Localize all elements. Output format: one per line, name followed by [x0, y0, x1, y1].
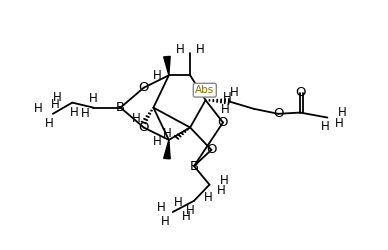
- Polygon shape: [164, 140, 170, 159]
- Text: H: H: [186, 204, 194, 217]
- Text: H: H: [81, 107, 90, 120]
- Text: H: H: [182, 210, 191, 224]
- Text: H: H: [204, 190, 213, 203]
- Text: H: H: [220, 103, 229, 116]
- Text: H: H: [338, 106, 346, 119]
- Text: H: H: [50, 98, 59, 111]
- Text: H: H: [217, 184, 225, 198]
- Text: H: H: [34, 102, 43, 115]
- Text: H: H: [321, 120, 330, 134]
- Text: H: H: [161, 215, 170, 228]
- Text: H: H: [335, 117, 343, 130]
- Text: O: O: [206, 143, 217, 156]
- Text: H: H: [163, 127, 171, 140]
- Text: O: O: [273, 107, 284, 120]
- Text: H: H: [157, 200, 165, 213]
- Text: H: H: [176, 43, 185, 56]
- Text: H: H: [230, 86, 239, 99]
- Polygon shape: [164, 56, 170, 75]
- Text: H: H: [70, 106, 78, 118]
- Text: O: O: [139, 121, 149, 134]
- Text: B: B: [116, 101, 125, 114]
- Text: H: H: [220, 174, 229, 188]
- Text: O: O: [139, 81, 149, 94]
- Text: O: O: [295, 86, 306, 99]
- Text: O: O: [218, 116, 228, 129]
- Text: H: H: [196, 43, 204, 56]
- Text: H: H: [45, 117, 54, 130]
- Text: H: H: [153, 135, 162, 148]
- Text: H: H: [132, 112, 140, 125]
- Text: H: H: [222, 91, 231, 104]
- Text: H: H: [174, 196, 183, 209]
- Text: H: H: [89, 92, 98, 105]
- Text: H: H: [53, 91, 62, 104]
- Text: B: B: [189, 160, 199, 172]
- Text: Abs: Abs: [195, 85, 215, 95]
- Text: H: H: [153, 69, 162, 82]
